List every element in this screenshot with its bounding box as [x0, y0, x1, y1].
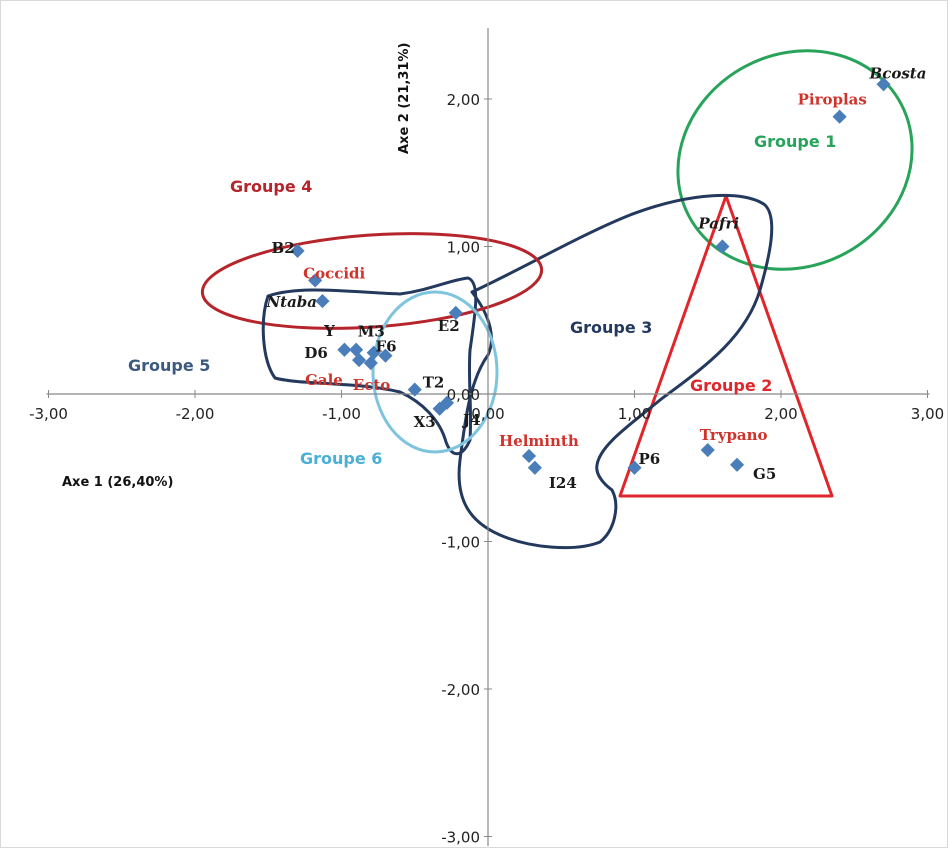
- x-tick-label: -2,00: [176, 405, 215, 423]
- group-4-label: Groupe 4: [230, 177, 312, 196]
- point-label-bcosta: Bcosta: [869, 64, 927, 82]
- point-label-j4: J4: [461, 411, 481, 429]
- data-point-p6: [627, 460, 642, 475]
- group-shapes: [200, 49, 914, 550]
- group-2-label: Groupe 2: [690, 376, 772, 395]
- x-tick-label: 2,00: [764, 405, 797, 423]
- data-point-y: [349, 342, 364, 357]
- y-tick-label: -2,00: [441, 681, 480, 699]
- y-tick-label: -1,00: [441, 534, 480, 552]
- axes: -3,00 -2,00 -1,00 0,00 1,00 2,00 3,00 2,00 1,00…: [29, 28, 944, 847]
- data-point-m3: [366, 345, 381, 360]
- data-point-gale: [352, 353, 367, 368]
- x-axis-title: Axe 1 (26,40%): [62, 475, 173, 490]
- group-4-ellipse: [200, 232, 544, 330]
- x-tick-label: 0,00: [471, 405, 504, 423]
- point-label-helminth: Helminth: [499, 432, 579, 450]
- point-label-t2: T2: [423, 374, 445, 392]
- group-6-ellipse: [371, 290, 499, 454]
- point-label-g5: G5: [753, 465, 776, 483]
- y-tick-label: 1,00: [447, 239, 480, 257]
- point-label-e2: E2: [438, 317, 460, 335]
- y-tick-label: 2,00: [447, 91, 480, 109]
- group-5-label: Groupe 5: [128, 356, 210, 375]
- point-label-b2: B2: [272, 239, 295, 257]
- point-label-coccidi: Coccidi: [303, 264, 365, 282]
- group-3-outline: [457, 193, 774, 550]
- data-point-piroplas: [832, 109, 847, 124]
- group-1-label: Groupe 1: [754, 132, 836, 151]
- point-label-piroplas: Piroplas: [798, 91, 867, 109]
- data-point-b2: [290, 243, 305, 258]
- point-label-pafri: Pafri: [697, 215, 739, 233]
- group-3-label: Groupe 3: [570, 318, 652, 337]
- group-2-triangle: [618, 194, 834, 498]
- data-point-e2: [448, 305, 463, 320]
- y-axis-ticks: 2,00 1,00 0,00 -1,00 -2,00 -3,00: [441, 91, 492, 847]
- group-6-label: Groupe 6: [300, 449, 382, 468]
- x-axis-ticks: -3,00 -2,00 -1,00 0,00 1,00 2,00 3,00: [29, 390, 944, 423]
- data-point-ecto: [363, 355, 378, 371]
- data-point-coccidi: [308, 273, 323, 288]
- x-tick-label: -1,00: [322, 405, 361, 423]
- point-label-i24: I24: [549, 474, 577, 492]
- data-point-g5: [729, 457, 745, 472]
- data-points: [290, 77, 891, 475]
- point-label-f6: F6: [375, 338, 396, 356]
- point-label-x3: X3: [414, 413, 436, 431]
- data-point-ntaba: [315, 294, 330, 309]
- data-point-j4: [439, 395, 455, 410]
- point-label-gale: Gale: [305, 371, 343, 389]
- y-tick-label: -3,00: [441, 829, 480, 847]
- point-label-trypano: Trypano: [700, 426, 768, 444]
- point-label-ecto: Ecto: [353, 376, 391, 394]
- x-tick-label: -3,00: [29, 405, 68, 423]
- point-label-m3: M3: [358, 323, 385, 341]
- data-point-t2: [407, 382, 422, 397]
- data-point-trypano: [700, 442, 715, 458]
- data-point-i24: [527, 460, 542, 475]
- x-tick-label: 1,00: [618, 405, 651, 423]
- data-point-helminth: [521, 448, 537, 464]
- point-label-p6: P6: [639, 450, 661, 468]
- y-axis-title: Axe 2 (21,31%): [397, 43, 412, 154]
- point-label-ntaba: Ntaba: [265, 293, 317, 311]
- data-point-d6: [337, 342, 352, 357]
- group-1-ellipse: [676, 49, 914, 271]
- y-tick-label: 0,00: [447, 386, 480, 404]
- data-point-f6: [378, 348, 393, 363]
- point-label-d6: D6: [304, 344, 327, 362]
- data-point-bcosta: [876, 77, 891, 92]
- x-tick-label: 3,00: [911, 405, 944, 423]
- data-point-pafri: [715, 239, 730, 254]
- group-labels: Groupe 1 Groupe 2 Groupe 3 Groupe 4 Grou…: [128, 132, 836, 468]
- point-label-y: Y: [323, 322, 335, 340]
